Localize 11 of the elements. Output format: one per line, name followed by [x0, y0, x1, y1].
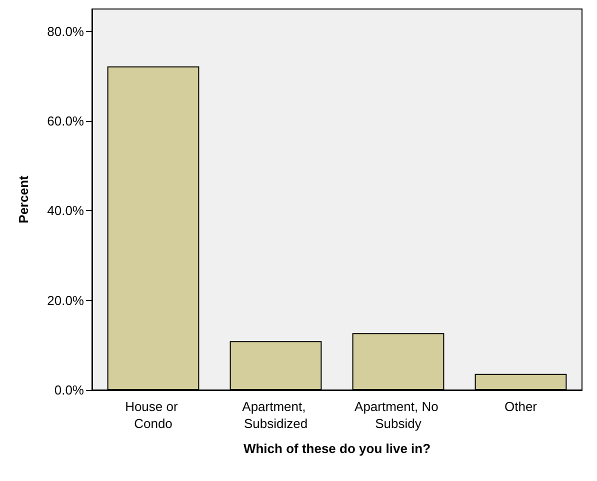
y-tick-label: 20.0% — [47, 292, 84, 308]
x-tick-label: Other — [504, 399, 538, 414]
x-tick-label: Apartment, No Subsidy — [354, 399, 442, 431]
x-axis-title: Which of these do you live in? — [243, 441, 431, 456]
y-tick-label: 80.0% — [47, 24, 84, 39]
y-axis-title: Percent — [16, 174, 31, 224]
y-tick-label: 40.0% — [47, 203, 84, 218]
x-tick-label: Apartment, Subsidized — [242, 399, 310, 431]
x-tick-label: House or Condo — [125, 399, 182, 431]
y-tick-label: 0.0% — [54, 382, 84, 398]
y-tick-label: 60.0% — [47, 114, 84, 129]
